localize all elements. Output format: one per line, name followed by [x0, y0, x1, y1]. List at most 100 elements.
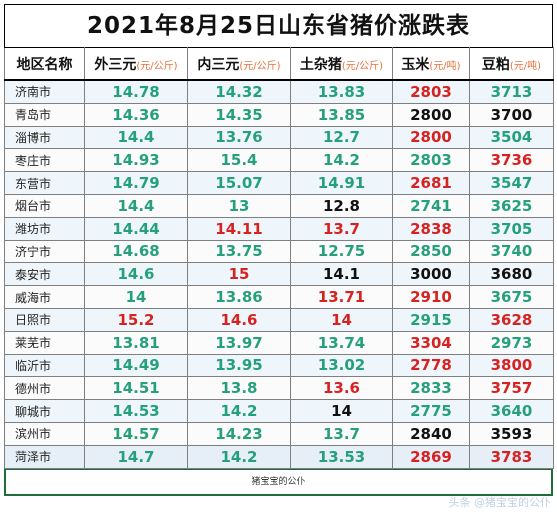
- table-row: 济宁市 14.68 13.75 12.75 2850 3740: [4, 239, 554, 264]
- waisanyuan-price-cell: 14.51: [84, 376, 188, 401]
- table-row: 德州市 14.51 13.8 13.6 2833 3757: [4, 376, 554, 401]
- table-row: 莱芜市 13.81 13.97 13.74 3304 2973: [4, 330, 554, 355]
- waisanyuan-price-cell: 14.79: [84, 171, 188, 195]
- region-cell: 枣庄市: [4, 148, 85, 173]
- neisanyuan-price-cell: 14.2: [187, 399, 291, 423]
- soymeal-price-cell: 3700: [469, 102, 554, 127]
- corn-price-cell: 2869: [392, 444, 470, 469]
- tuzazhu-price-cell: 13.83: [290, 79, 393, 104]
- region-cell: 东营市: [4, 171, 85, 195]
- table-row: 威海市 14 13.86 13.71 2910 3675: [4, 285, 554, 309]
- tuzazhu-price-cell: 12.75: [290, 239, 393, 264]
- corn-price-cell: 2910: [392, 285, 470, 309]
- region-cell: 青岛市: [4, 102, 85, 127]
- corn-price-cell: 3000: [392, 262, 470, 287]
- region-cell: 德州市: [4, 376, 85, 401]
- tuzazhu-price-cell: 14.91: [290, 171, 393, 195]
- corn-price-cell: 2800: [392, 102, 470, 127]
- tuzazhu-price-cell: 13.02: [290, 353, 393, 378]
- tuzazhu-price-cell: 14.1: [290, 262, 393, 287]
- table-body: 济南市 14.78 14.32 13.83 2803 3713 青岛市 14.36 14.35 1…: [4, 79, 554, 469]
- table-row: 滨州市 14.57 14.23 13.7 2840 3593: [4, 421, 554, 446]
- region-cell: 烟台市: [4, 193, 85, 218]
- waisanyuan-price-cell: 13.81: [84, 330, 188, 355]
- tuzazhu-price-cell: 14.2: [290, 148, 393, 173]
- tuzazhu-price-cell: 12.8: [290, 193, 393, 218]
- region-cell: 莱芜市: [4, 330, 85, 355]
- waisanyuan-price-cell: 14.4: [84, 193, 188, 218]
- table-row: 菏泽市 14.7 14.2 13.53 2869 3783: [4, 444, 554, 469]
- soymeal-price-cell: 3628: [469, 307, 554, 332]
- neisanyuan-price-cell: 14.2: [187, 444, 291, 469]
- soymeal-price-cell: 3740: [469, 239, 554, 264]
- region-cell: 济宁市: [4, 239, 85, 264]
- corn-price-cell: 3304: [392, 330, 470, 355]
- region-cell: 威海市: [4, 285, 85, 309]
- soymeal-price-cell: 3625: [469, 193, 554, 218]
- header-row: 地区名称 外三元(元/公斤) 内三元(元/公斤) 土杂猪(元/公斤) 玉米(元/…: [4, 47, 554, 81]
- neisanyuan-price-cell: 14.32: [187, 79, 291, 104]
- soymeal-price-cell: 3547: [469, 171, 554, 195]
- corn-price-cell: 2778: [392, 353, 470, 378]
- region-cell: 滨州市: [4, 421, 85, 446]
- soymeal-price-cell: 3640: [469, 399, 554, 423]
- tuzazhu-price-cell: 14: [290, 399, 393, 423]
- region-cell: 潍坊市: [4, 216, 85, 241]
- header-neisanyuan: 内三元(元/公斤): [187, 47, 291, 81]
- header-region: 地区名称: [4, 47, 85, 81]
- waisanyuan-price-cell: 14.36: [84, 102, 188, 127]
- waisanyuan-price-cell: 14.49: [84, 353, 188, 378]
- tuzazhu-price-cell: 13.85: [290, 102, 393, 127]
- footer-caption: 猪宝宝的公仆: [4, 468, 553, 496]
- neisanyuan-price-cell: 15.07: [187, 171, 291, 195]
- region-cell: 泰安市: [4, 262, 85, 287]
- region-cell: 聊城市: [4, 399, 85, 423]
- table-row: 聊城市 14.53 14.2 14 2775 3640: [4, 399, 554, 423]
- waisanyuan-price-cell: 14: [84, 285, 188, 309]
- soymeal-price-cell: 2973: [469, 330, 554, 355]
- soymeal-price-cell: 3593: [469, 421, 554, 446]
- corn-price-cell: 2850: [392, 239, 470, 264]
- neisanyuan-price-cell: 14.6: [187, 307, 291, 332]
- corn-price-cell: 2741: [392, 193, 470, 218]
- corn-price-cell: 2803: [392, 79, 470, 104]
- header-tuzazhu: 土杂猪(元/公斤): [290, 47, 393, 81]
- neisanyuan-price-cell: 13.76: [187, 125, 291, 150]
- neisanyuan-price-cell: 13.95: [187, 353, 291, 378]
- neisanyuan-price-cell: 13.8: [187, 376, 291, 401]
- corn-price-cell: 2775: [392, 399, 470, 423]
- tuzazhu-price-cell: 13.53: [290, 444, 393, 469]
- table-row: 枣庄市 14.93 15.4 14.2 2803 3736: [4, 148, 554, 173]
- table-row: 日照市 15.2 14.6 14 2915 3628: [4, 307, 554, 332]
- region-cell: 菏泽市: [4, 444, 85, 469]
- header-corn: 玉米(元/吨): [392, 47, 470, 81]
- waisanyuan-price-cell: 14.78: [84, 79, 188, 104]
- neisanyuan-price-cell: 13.97: [187, 330, 291, 355]
- tuzazhu-price-cell: 13.6: [290, 376, 393, 401]
- neisanyuan-price-cell: 13: [187, 193, 291, 218]
- neisanyuan-price-cell: 15: [187, 262, 291, 287]
- soymeal-price-cell: 3713: [469, 79, 554, 104]
- tuzazhu-price-cell: 13.7: [290, 216, 393, 241]
- corn-price-cell: 2840: [392, 421, 470, 446]
- soymeal-price-cell: 3675: [469, 285, 554, 309]
- table-row: 泰安市 14.6 15 14.1 3000 3680: [4, 262, 554, 287]
- neisanyuan-price-cell: 13.75: [187, 239, 291, 264]
- waisanyuan-price-cell: 14.7: [84, 444, 188, 469]
- corn-price-cell: 2803: [392, 148, 470, 173]
- soymeal-price-cell: 3736: [469, 148, 554, 173]
- soymeal-price-cell: 3757: [469, 376, 554, 401]
- tuzazhu-price-cell: 13.7: [290, 421, 393, 446]
- region-cell: 济南市: [4, 79, 85, 104]
- region-cell: 临沂市: [4, 353, 85, 378]
- price-table: 地区名称 外三元(元/公斤) 内三元(元/公斤) 土杂猪(元/公斤) 玉米(元/…: [4, 47, 554, 469]
- waisanyuan-price-cell: 14.44: [84, 216, 188, 241]
- waisanyuan-price-cell: 14.68: [84, 239, 188, 264]
- waisanyuan-price-cell: 14.4: [84, 125, 188, 150]
- soymeal-price-cell: 3504: [469, 125, 554, 150]
- waisanyuan-price-cell: 14.53: [84, 399, 188, 423]
- tuzazhu-price-cell: 14: [290, 307, 393, 332]
- watermark: 头条 @猪宝宝的公仆: [448, 496, 552, 509]
- table-row: 烟台市 14.4 13 12.8 2741 3625: [4, 193, 554, 218]
- region-cell: 淄博市: [4, 125, 85, 150]
